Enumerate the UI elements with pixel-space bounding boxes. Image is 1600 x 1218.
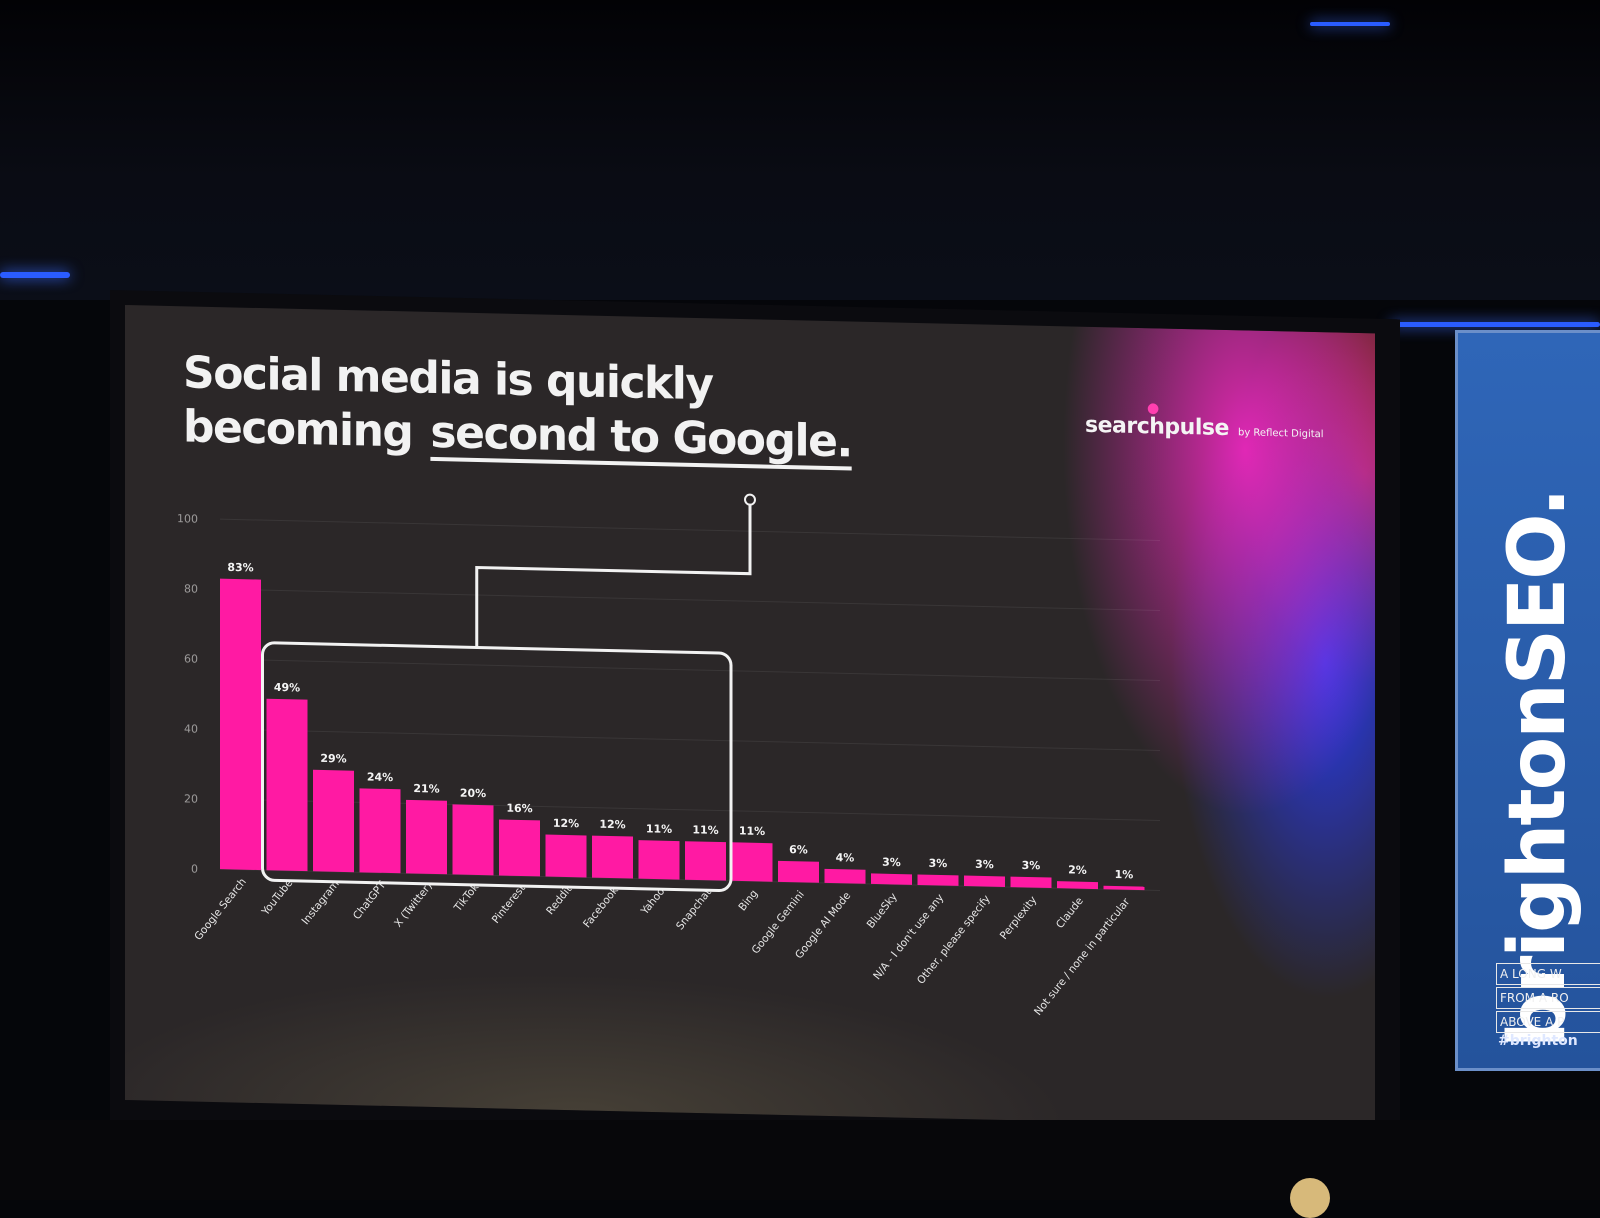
bar <box>871 873 912 885</box>
x-tick-label: Perplexity <box>998 894 1040 942</box>
bar <box>313 769 354 873</box>
bar <box>452 804 494 876</box>
data-label: 12% <box>553 817 579 831</box>
banner-hashtag: #brighton <box>1498 1033 1578 1049</box>
gridline <box>220 588 1160 611</box>
y-tick-label: 100 <box>177 512 198 525</box>
room-background <box>0 0 1600 300</box>
y-tick-label: 20 <box>184 792 198 805</box>
x-tick-label: YouTube <box>259 877 295 918</box>
x-tick-label: Bing <box>736 888 760 914</box>
highlight-box <box>261 641 733 892</box>
data-label: 3% <box>975 858 994 871</box>
x-tick-label: Snapchat <box>674 887 714 933</box>
bar <box>1010 876 1052 889</box>
data-label: 6% <box>789 843 808 856</box>
brightonseo-banner: brightonSEO. A LONG W FROM A RO ABOVE A … <box>1455 330 1600 1071</box>
y-tick-label: 0 <box>191 862 198 875</box>
bar <box>1103 885 1145 891</box>
bar-chart: 0 20 40 60 80 100 83% Google Search 49% YouTube 29… <box>177 493 1160 1018</box>
data-label: 11% <box>692 823 718 837</box>
banner-logo: brightonSEO. <box>1493 489 1583 1049</box>
stage-light-right <box>1390 322 1600 327</box>
bar <box>964 875 1005 887</box>
x-tick-label: Facebook <box>581 884 621 930</box>
x-tick-label: ChatGPT <box>351 879 389 922</box>
banner-tagline-line: A LONG W <box>1496 963 1600 985</box>
x-tick-label: BlueSky <box>865 891 900 931</box>
bar <box>824 868 866 884</box>
data-label: 3% <box>1022 859 1041 872</box>
y-tick-label: 40 <box>184 722 198 735</box>
gridline <box>220 658 1160 681</box>
data-label: 4% <box>836 851 855 864</box>
bar <box>685 841 726 881</box>
gridline <box>220 518 1160 541</box>
x-tick-label: X (Twitter) <box>392 880 435 929</box>
bar <box>499 819 540 877</box>
bar <box>406 799 447 875</box>
banner-tagline-line: ABOVE A P <box>1496 1011 1600 1033</box>
bar <box>545 834 587 878</box>
data-label: 20% <box>460 787 486 801</box>
x-tick-label: Instagram <box>300 878 342 927</box>
data-label: 11% <box>646 822 672 836</box>
data-label: 49% <box>274 681 300 695</box>
stage-light-left <box>0 272 70 278</box>
presentation-slide: Social media is quickly becoming second t… <box>125 305 1375 1129</box>
data-label: 16% <box>506 802 532 816</box>
banner-tagline: A LONG W FROM A RO ABOVE A P <box>1496 963 1600 1035</box>
data-label: 29% <box>320 752 346 766</box>
bar <box>778 860 819 883</box>
x-tick-label: Pinterest <box>490 882 528 926</box>
stage-light-top <box>1310 22 1390 26</box>
data-label: 1% <box>1115 868 1134 881</box>
bar <box>359 788 401 874</box>
bar <box>1057 881 1098 890</box>
x-tick-label: Not sure / none in particular <box>1032 896 1133 1018</box>
data-label: 12% <box>599 818 625 832</box>
y-tick-label: 60 <box>184 652 198 665</box>
connector-line <box>475 503 752 648</box>
data-label: 24% <box>367 770 393 784</box>
bar <box>592 835 633 879</box>
bar <box>266 698 308 872</box>
banner-tagline-line: FROM A RO <box>1496 987 1600 1009</box>
y-tick-label: 80 <box>184 582 198 595</box>
bar <box>220 578 261 871</box>
bar <box>917 874 959 886</box>
x-tick-label: Claude <box>1054 895 1086 931</box>
x-tick-label: Google Search <box>192 876 249 943</box>
data-label: 3% <box>929 857 948 870</box>
audience-head <box>1290 1178 1330 1218</box>
data-label: 21% <box>413 782 439 796</box>
bar <box>731 842 773 882</box>
data-label: 3% <box>882 856 901 869</box>
data-label: 83% <box>227 561 253 575</box>
data-label: 11% <box>739 824 765 838</box>
stage-floor <box>0 1120 1600 1200</box>
bar <box>638 840 680 880</box>
connector-dot <box>744 493 756 506</box>
data-label: 2% <box>1068 863 1087 876</box>
gridline <box>220 728 1160 751</box>
